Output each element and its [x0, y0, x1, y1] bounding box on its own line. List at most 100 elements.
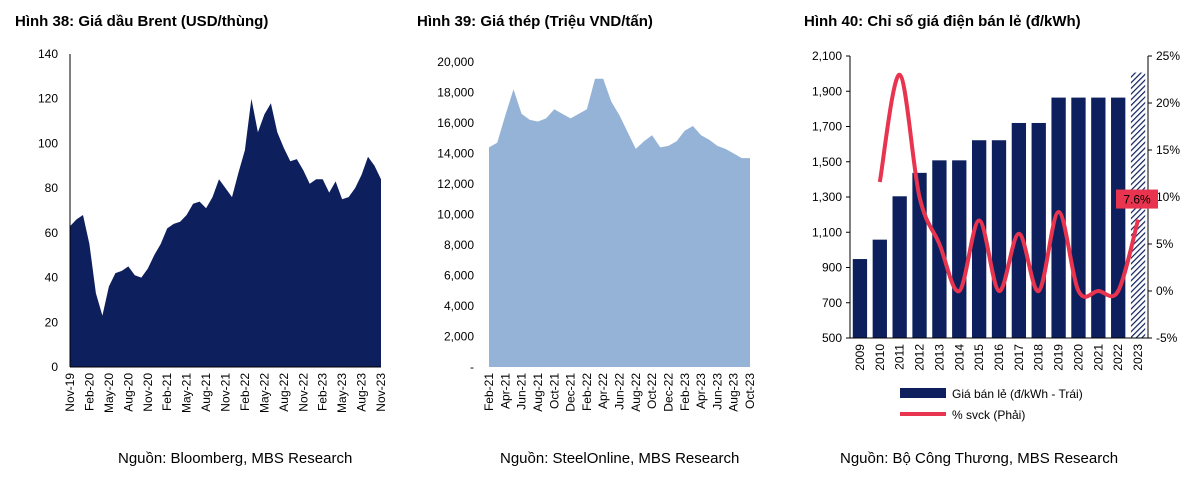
x-tick-label: Jun-21	[515, 373, 529, 410]
x-tick-label: 2011	[893, 344, 907, 370]
bar	[991, 140, 1007, 338]
x-tick-label: 2019	[1052, 344, 1066, 371]
electricity-price-chart: 500 700 900 1,100 1,300 1,500 1,700 1,900 2,100 -…	[812, 49, 1180, 422]
y-tick-label: 140	[38, 47, 58, 61]
chart-title: Hình 39: Giá thép (Triệu VND/tấn)	[417, 13, 653, 30]
bar	[1051, 97, 1066, 338]
legend-swatch-bar	[900, 388, 946, 398]
x-tick-label: Dec-21	[564, 373, 578, 412]
y-tick-label: -	[470, 360, 474, 374]
bar	[852, 259, 868, 338]
y-tick-label: 60	[45, 226, 59, 240]
bar	[1031, 122, 1046, 338]
y2-tick-label: 0%	[1156, 284, 1174, 298]
bar	[1091, 97, 1106, 338]
x-tick-label: May-23	[335, 373, 349, 413]
y-tick-label: 900	[822, 261, 842, 275]
x-tick-label: Nov-23	[374, 373, 388, 412]
x-tick-label: Nov-21	[219, 373, 233, 412]
y-tick-label: 2,100	[812, 49, 842, 63]
x-tick-label: 2013	[932, 344, 946, 371]
chart-source: Nguồn: Bloomberg, MBS Research	[118, 450, 353, 467]
y2-tick-label: 25%	[1156, 49, 1180, 63]
x-tick-label: Aug-21	[199, 373, 213, 412]
y-tick-label: 20,000	[437, 55, 474, 69]
x-tick-label: Aug-23	[727, 373, 741, 412]
y-tick-label: 12,000	[437, 177, 474, 191]
y2-tick-label: -5%	[1156, 331, 1178, 345]
y2-tick-label: 10%	[1156, 190, 1180, 204]
chart-title: Hình 40: Chỉ số giá điện bán lẻ (đ/kWh)	[804, 13, 1081, 30]
x-tick-label: Feb-22	[580, 373, 594, 411]
y2-tick-label: 15%	[1156, 143, 1180, 157]
y-tick-label: 4,000	[444, 299, 474, 313]
x-tick-label: Jun-22	[613, 373, 627, 410]
y2-tick-label: 20%	[1156, 96, 1180, 110]
chart-title: Hình 38: Giá dầu Brent (USD/thùng)	[15, 13, 269, 30]
x-tick-label: Feb-21	[482, 373, 496, 411]
x-tick-label: 2014	[952, 344, 966, 371]
x-tick-label: Apr-23	[694, 373, 708, 409]
bar	[971, 140, 987, 338]
x-tick-label: Apr-22	[596, 373, 610, 409]
bar	[872, 239, 887, 338]
x-tick-label: Aug-22	[629, 373, 643, 412]
y-tick-label: 1,100	[812, 225, 842, 239]
area-series	[489, 78, 750, 368]
legend-label: % svck (Phải)	[952, 408, 1025, 422]
y-tick-label: 8,000	[444, 238, 474, 252]
y-tick-label: 6,000	[444, 269, 474, 283]
x-tick-label: 2009	[853, 344, 867, 371]
x-tick-label: 2016	[992, 344, 1006, 371]
x-tick-label: 2012	[913, 344, 927, 371]
x-tick-label: Oct-21	[547, 373, 561, 409]
x-tick-label: Feb-22	[238, 373, 252, 411]
x-tick-label: Oct-23	[743, 373, 757, 409]
y-tick-label: 2,000	[444, 330, 474, 344]
data-label: 7.6%	[1123, 193, 1151, 207]
y-tick-label: 120	[38, 92, 58, 106]
y-tick-label: 700	[822, 296, 842, 310]
steel-price-chart-panel: Hình 39: Giá thép (Triệu VND/tấn) - 2,000…	[400, 0, 800, 485]
y-tick-label: 10,000	[437, 208, 474, 222]
x-tick-label: 2022	[1111, 344, 1125, 371]
x-tick-label: May-21	[180, 373, 194, 413]
x-tick-label: Feb-23	[678, 373, 692, 411]
brent-oil-chart: 0 20 40 60 80 100 120 140 Nov-19 Feb-20 May-20 Aug-…	[38, 47, 388, 413]
x-tick-label: Oct-22	[645, 373, 659, 409]
y-tick-label: 40	[45, 271, 59, 285]
x-tick-label: Feb-20	[82, 373, 96, 411]
legend-label: Giá bán lẻ (đ/kWh - Trái)	[952, 387, 1083, 401]
y-tick-label: 20	[45, 315, 59, 329]
line-series	[877, 72, 1141, 299]
x-tick-label: May-22	[257, 373, 271, 413]
y-tick-label: 1,900	[812, 84, 842, 98]
x-tick-label: Dec-22	[661, 373, 675, 412]
x-tick-label: May-20	[102, 373, 116, 413]
x-tick-label: 2023	[1131, 344, 1145, 371]
data-label-box	[1116, 189, 1158, 209]
chart-source: Nguồn: Bộ Công Thương, MBS Research	[840, 450, 1119, 467]
x-tick-label: Nov-20	[141, 373, 155, 412]
y2-tick-label: 5%	[1156, 237, 1174, 251]
x-tick-label: Aug-21	[531, 373, 545, 412]
bar	[1011, 122, 1027, 338]
x-tick-label: Apr-21	[498, 373, 512, 409]
x-tick-label: Aug-20	[121, 373, 135, 412]
y-tick-label: 80	[45, 181, 59, 195]
x-tick-label: Nov-19	[63, 373, 77, 412]
y-tick-label: 16,000	[437, 116, 474, 130]
x-tick-label: 2020	[1071, 344, 1085, 371]
bar	[892, 196, 907, 338]
chart-source: Nguồn: SteelOnline, MBS Research	[500, 450, 740, 467]
y-tick-label: 18,000	[437, 86, 474, 100]
y-tick-label: 14,000	[437, 147, 474, 161]
y-tick-label: 500	[822, 331, 842, 345]
x-tick-label: Feb-21	[160, 373, 174, 411]
x-tick-label: 2021	[1091, 344, 1105, 371]
steel-price-chart: - 2,000 4,000 6,000 8,000 10,000 12,000 14,000 1…	[437, 55, 757, 412]
bar	[952, 160, 967, 338]
y-tick-label: 1,700	[812, 120, 842, 134]
x-tick-label: Feb-23	[316, 373, 330, 411]
area-series	[70, 98, 381, 367]
